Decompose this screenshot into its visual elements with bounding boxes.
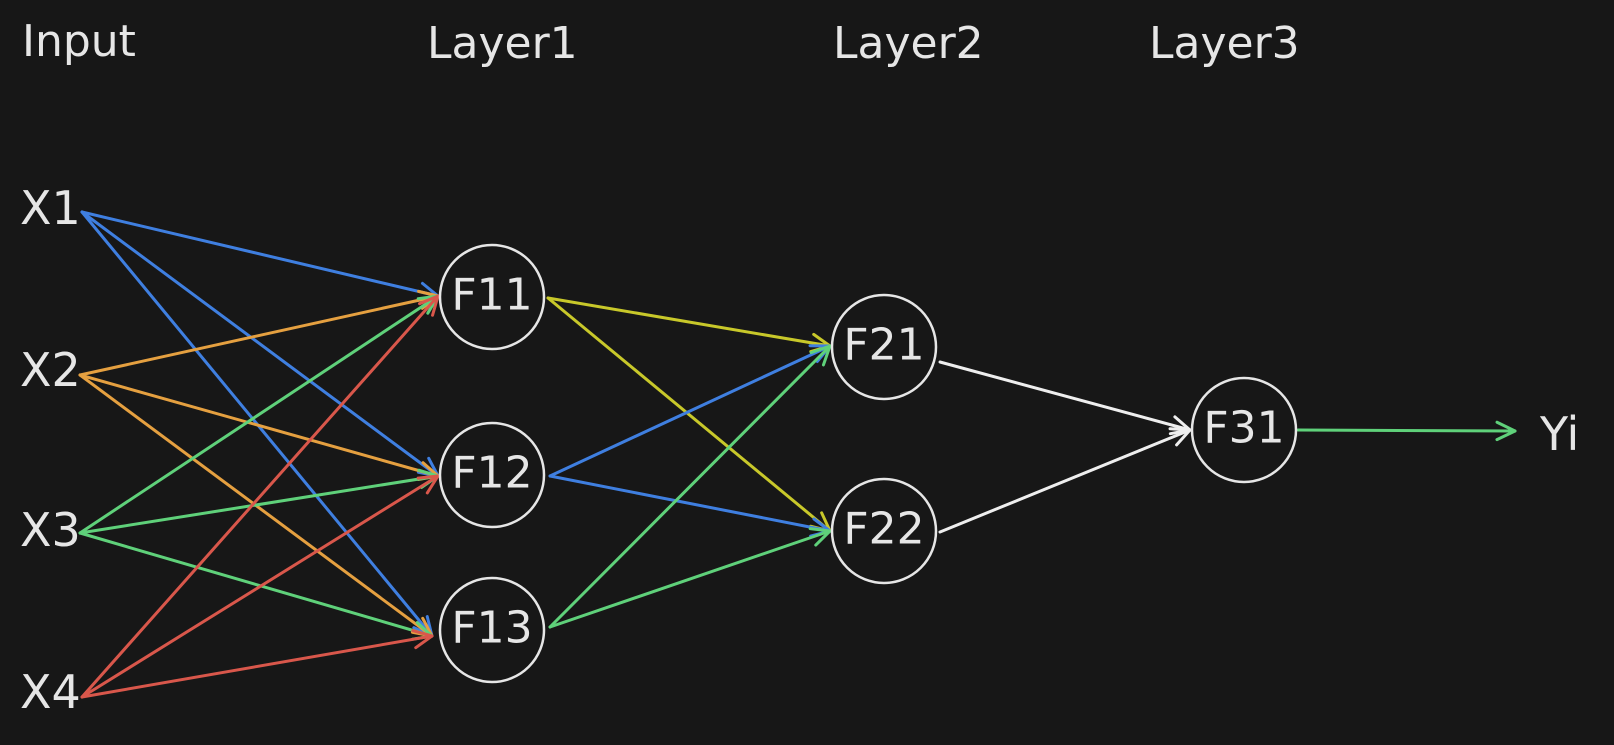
edge-line — [78, 373, 440, 478]
node-label: F13 — [451, 603, 532, 654]
edge-line — [80, 294, 440, 699]
edge-f31-yi — [1296, 420, 1517, 442]
node-circle — [830, 293, 938, 401]
edge-f13-f21 — [548, 344, 832, 629]
edge-line — [546, 296, 832, 348]
node-label: F22 — [843, 504, 924, 555]
layer-label-layer2: Layer2 — [833, 18, 984, 69]
edge-f21-f31 — [938, 360, 1192, 436]
edge-line — [80, 210, 440, 478]
node-circle — [438, 243, 546, 351]
edge-x4-f11 — [80, 294, 440, 699]
node-label: F11 — [451, 270, 532, 321]
output-label-yi: Yi — [1539, 407, 1579, 461]
edge-x4-f13 — [80, 629, 434, 699]
node-f13: F13 — [438, 576, 546, 684]
node-label: F12 — [451, 448, 532, 499]
edge-line — [78, 474, 440, 535]
node-circle — [830, 477, 938, 585]
arrowhead-icon — [411, 629, 434, 650]
node-f31: F31 — [1190, 376, 1298, 484]
layer-label-layer1: Layer1 — [427, 18, 578, 69]
edge-line — [548, 529, 832, 629]
edge-f13-f22 — [548, 527, 832, 629]
edge-f12-f21 — [548, 344, 832, 478]
edge-x3-f12 — [78, 468, 440, 535]
edge-line — [938, 428, 1192, 534]
input-label-x3: X3 — [20, 503, 81, 557]
node-f22: F22 — [830, 477, 938, 585]
node-f21: F21 — [830, 293, 938, 401]
layer-label-input: Input — [22, 16, 136, 67]
arrowhead-icon — [418, 294, 440, 317]
arrowhead-icon — [1495, 420, 1517, 442]
edge-line — [1296, 428, 1517, 433]
node-f11: F11 — [438, 243, 546, 351]
edge-f11-f22 — [546, 296, 832, 533]
edge-x4-f12 — [80, 474, 440, 699]
input-label-x4: X4 — [20, 665, 81, 719]
edge-line — [546, 296, 832, 533]
node-circle — [438, 421, 546, 529]
edge-x3-f13 — [78, 531, 434, 641]
edge-line — [548, 344, 832, 629]
edge-line — [548, 474, 832, 533]
node-label: F21 — [843, 320, 924, 371]
arrowhead-icon — [1168, 427, 1192, 447]
edge-f11-f21 — [546, 296, 832, 354]
edge-line — [78, 294, 440, 377]
edge-line — [938, 360, 1192, 432]
edge-line — [548, 344, 832, 478]
input-label-x1: X1 — [20, 181, 81, 235]
edge-line — [80, 474, 440, 699]
edge-line — [80, 210, 440, 298]
edge-x1-f12 — [80, 210, 440, 478]
edge-x1-f11 — [80, 210, 440, 302]
arrowhead-icon — [416, 474, 440, 495]
layer-label-layer3: Layer3 — [1149, 18, 1300, 69]
arrowhead-icon — [808, 527, 832, 547]
node-label: F31 — [1203, 403, 1284, 454]
node-circle — [1190, 376, 1298, 484]
node-f12: F12 — [438, 421, 546, 529]
connection-edges — [78, 210, 1517, 699]
edge-line — [78, 531, 434, 638]
edge-line — [78, 294, 440, 535]
edge-f22-f31 — [938, 427, 1192, 534]
edge-line — [80, 634, 434, 699]
arrowhead-icon — [809, 344, 832, 367]
node-circle — [438, 576, 546, 684]
input-label-x2: X2 — [20, 343, 81, 397]
